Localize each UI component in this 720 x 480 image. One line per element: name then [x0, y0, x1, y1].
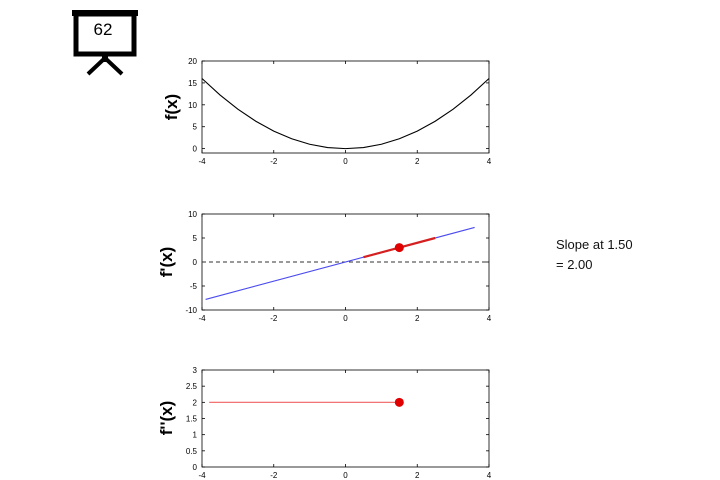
- y-tick-label: 0: [193, 145, 198, 154]
- slope-annotation-line2: = 2.00: [556, 257, 593, 272]
- y-tick-label: 5: [193, 234, 198, 243]
- x-tick-label: 0: [343, 314, 348, 323]
- x-tick-label: 0: [343, 157, 348, 166]
- y-tick-label: 2: [193, 398, 198, 407]
- first-derivative-panel: f'(x) -4 -2 0 2 4 -10 -5 0 5 10: [157, 210, 492, 323]
- point-marker: [394, 243, 404, 253]
- x-tick-label: 4: [487, 471, 492, 480]
- x-tick-label: 4: [487, 314, 492, 323]
- y-tick-label: 0.5: [186, 447, 198, 456]
- x-tick-label: 2: [415, 157, 420, 166]
- x-tick-label: -4: [198, 471, 206, 480]
- y-tick-label: -10: [185, 306, 197, 315]
- y-axis-label: f'(x): [157, 247, 176, 277]
- plot-frame: [201, 60, 490, 154]
- y-tick-label: 1.5: [186, 415, 198, 424]
- x-tick-label: 4: [487, 157, 492, 166]
- x-tick-label: 0: [343, 471, 348, 480]
- slope-annotation-line1: Slope at 1.50: [556, 237, 633, 252]
- y-tick-label: 1: [193, 431, 198, 440]
- x-tick-label: -2: [270, 157, 278, 166]
- y-tick-label: 15: [188, 79, 197, 88]
- y-axis-label: f''(x): [157, 401, 176, 436]
- x-tick-label: -2: [270, 314, 278, 323]
- y-tick-label: 2.5: [186, 382, 198, 391]
- y-tick-label: -5: [190, 282, 198, 291]
- y-tick-label: 3: [193, 366, 198, 375]
- x-tick-label: -2: [270, 471, 278, 480]
- y-tick-label: 0: [193, 258, 198, 267]
- presentation-board-icon: [72, 10, 138, 76]
- y-tick-label: 10: [188, 210, 197, 219]
- y-tick-label: 20: [188, 57, 197, 66]
- x-tick-label: -4: [198, 314, 206, 323]
- x-tick-label: -4: [198, 157, 206, 166]
- y-tick-label: 10: [188, 101, 197, 110]
- point-marker: [394, 397, 404, 407]
- second-derivative-panel: f''(x) -4 -2 0 2 4 0 0.5 1 1.5 2 2.5 3: [157, 366, 492, 480]
- plot-frame: [201, 369, 490, 468]
- slope-annotation: Slope at 1.50 = 2.00: [556, 235, 633, 275]
- y-tick-label: 5: [193, 123, 198, 132]
- slide-number: 62: [93, 20, 113, 39]
- x-tick-label: 2: [415, 314, 420, 323]
- f-of-x-panel: f(x) -4 -2 0 2 4 0 5 10 15 20: [162, 57, 492, 166]
- x-tick-label: 2: [415, 471, 420, 480]
- f-curve: [201, 78, 490, 150]
- y-axis-label: f(x): [162, 94, 181, 120]
- y-tick-label: 0: [193, 463, 198, 472]
